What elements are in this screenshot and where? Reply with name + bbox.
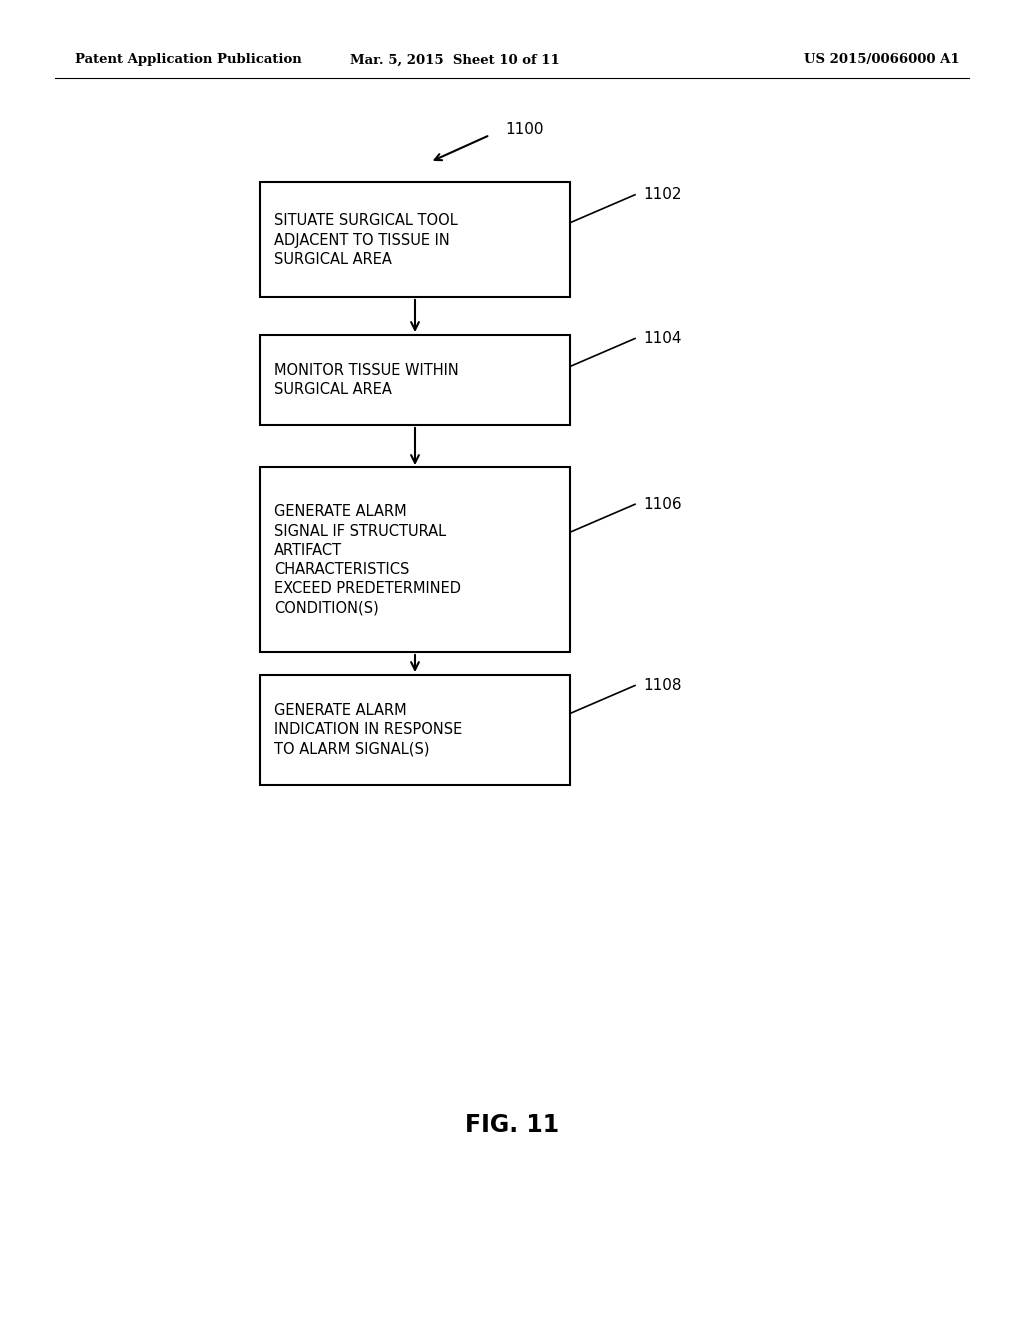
Text: 1102: 1102 <box>643 187 682 202</box>
Text: US 2015/0066000 A1: US 2015/0066000 A1 <box>805 54 961 66</box>
Text: GENERATE ALARM
SIGNAL IF STRUCTURAL
ARTIFACT
CHARACTERISTICS
EXCEED PREDETERMINE: GENERATE ALARM SIGNAL IF STRUCTURAL ARTI… <box>274 504 461 615</box>
Bar <box>260 467 570 652</box>
Text: Mar. 5, 2015  Sheet 10 of 11: Mar. 5, 2015 Sheet 10 of 11 <box>350 54 560 66</box>
Text: SITUATE SURGICAL TOOL
ADJACENT TO TISSUE IN
SURGICAL AREA: SITUATE SURGICAL TOOL ADJACENT TO TISSUE… <box>274 214 458 267</box>
Text: GENERATE ALARM
INDICATION IN RESPONSE
TO ALARM SIGNAL(S): GENERATE ALARM INDICATION IN RESPONSE TO… <box>274 704 462 756</box>
Text: FIG. 11: FIG. 11 <box>465 1113 559 1137</box>
Text: 1100: 1100 <box>505 123 544 137</box>
Text: 1104: 1104 <box>643 331 682 346</box>
Bar <box>260 182 570 297</box>
Text: Patent Application Publication: Patent Application Publication <box>75 54 302 66</box>
Text: MONITOR TISSUE WITHIN
SURGICAL AREA: MONITOR TISSUE WITHIN SURGICAL AREA <box>274 363 459 397</box>
Bar <box>260 335 570 425</box>
Bar <box>260 675 570 785</box>
Text: 1108: 1108 <box>643 678 682 693</box>
Text: 1106: 1106 <box>643 496 682 512</box>
